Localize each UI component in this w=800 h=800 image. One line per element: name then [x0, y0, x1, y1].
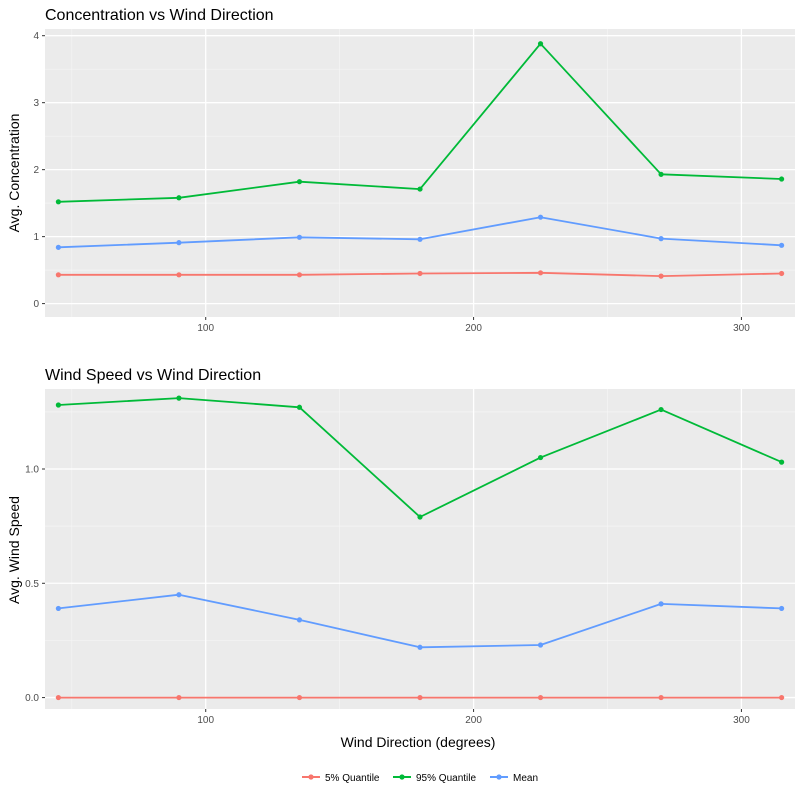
concentration-point-mean: [537, 214, 544, 220]
wind-speed-point-5pct-quantile: [55, 694, 61, 701]
legend-key-dot-mean: [496, 774, 502, 780]
wind-speed-point-mean: [296, 617, 303, 623]
concentration-y-tick-label: 0: [33, 299, 39, 310]
wind-speed-point-mean: [176, 592, 182, 598]
concentration-series-mean: [55, 214, 785, 250]
legend-item-95pct-quantile: 95% Quantile: [393, 773, 476, 784]
legend: 5% Quantile 95% Quantile Mean: [302, 773, 538, 784]
concentration-x-tick-label: 300: [733, 323, 750, 334]
wind-speed-series-mean: [55, 592, 785, 650]
wind-speed-point-95pct-quantile: [176, 395, 182, 401]
concentration-point-95pct-quantile: [296, 179, 303, 185]
concentration-plot-background: [45, 29, 795, 317]
wind-speed-chart-title: Wind Speed vs Wind Direction: [45, 367, 261, 384]
concentration-point-95pct-quantile: [417, 186, 423, 192]
concentration-point-mean: [296, 234, 303, 240]
concentration-point-95pct-quantile: [779, 176, 785, 182]
wind-speed-point-mean: [779, 605, 785, 612]
concentration-point-5pct-quantile: [779, 270, 785, 277]
wind-speed-point-5pct-quantile: [537, 694, 544, 701]
concentration-point-5pct-quantile: [176, 272, 182, 278]
concentration-point-5pct-quantile: [658, 273, 664, 279]
concentration-series-5pct-quantile: [55, 270, 785, 279]
legend-item-mean: Mean: [490, 773, 538, 784]
wind-speed-point-95pct-quantile: [417, 514, 423, 520]
wind-speed-point-5pct-quantile: [417, 694, 423, 701]
concentration-point-5pct-quantile: [296, 272, 303, 278]
concentration-chart-title: Concentration vs Wind Direction: [45, 7, 274, 24]
legend-item-5pct-quantile: 5% Quantile: [302, 773, 380, 784]
wind-speed-point-5pct-quantile: [779, 694, 785, 701]
wind-speed-y-tick-label: 0.5: [25, 579, 39, 590]
wind-speed-point-95pct-quantile: [55, 402, 61, 408]
wind-speed-point-95pct-quantile: [537, 454, 544, 461]
wind-speed-x-tick-label: 100: [197, 715, 214, 726]
wind-speed-y-tick-label: 1.0: [25, 465, 39, 476]
concentration-x-tick-label: 100: [197, 323, 214, 334]
concentration-y-tick-label: 1: [33, 232, 39, 243]
wind-speed-x-tick-label: 200: [465, 715, 482, 726]
concentration-point-mean: [658, 236, 664, 242]
legend-label-5pct-quantile: 5% Quantile: [325, 773, 380, 784]
wind-speed-point-95pct-quantile: [296, 404, 303, 410]
wind-speed-point-mean: [658, 601, 664, 607]
concentration-point-5pct-quantile: [417, 270, 423, 277]
concentration-y-tick-label: 3: [33, 98, 39, 109]
concentration-point-mean: [779, 242, 785, 248]
concentration-point-95pct-quantile: [537, 41, 544, 47]
wind-speed-x-axis-title: Wind Direction (degrees): [341, 734, 496, 750]
concentration-point-mean: [55, 244, 61, 250]
concentration-y-axis-title: Avg. Concentration: [6, 114, 22, 233]
wind-speed-series-95pct-quantile: [55, 395, 785, 520]
legend-label-95pct-quantile: 95% Quantile: [416, 773, 476, 784]
wind-speed-series-5pct-quantile: [55, 694, 785, 701]
wind-speed-point-mean: [537, 642, 544, 648]
concentration-y-tick-label: 2: [33, 165, 39, 176]
wind-speed-point-5pct-quantile: [296, 694, 303, 701]
concentration-point-5pct-quantile: [537, 270, 544, 276]
wind-speed-chart: 0.0 0.5 1.0 100 200 300 Wind Speed vs Wind Di…: [6, 367, 795, 750]
concentration-series-95pct-quantile: [55, 41, 785, 205]
concentration-point-95pct-quantile: [658, 171, 664, 177]
wind-speed-plot-background: [45, 389, 795, 709]
concentration-point-95pct-quantile: [176, 195, 182, 201]
concentration-chart: 0 1 2 3 4 100 200 300 Concentration vs Wind Dir…: [6, 7, 795, 334]
wind-speed-point-95pct-quantile: [779, 459, 785, 465]
wind-speed-y-axis-title: Avg. Wind Speed: [6, 496, 22, 604]
concentration-point-95pct-quantile: [55, 199, 61, 205]
wind-speed-y-tick-label: 0.0: [25, 693, 39, 704]
wind-speed-point-95pct-quantile: [658, 406, 664, 413]
concentration-x-tick-label: 200: [465, 323, 482, 334]
concentration-point-mean: [176, 240, 182, 246]
wind-speed-point-mean: [417, 644, 423, 650]
concentration-y-tick-label: 4: [33, 31, 39, 42]
concentration-point-5pct-quantile: [55, 272, 61, 278]
wind-speed-point-5pct-quantile: [176, 694, 182, 701]
wind-speed-point-5pct-quantile: [658, 694, 664, 701]
wind-speed-point-mean: [55, 605, 61, 612]
legend-label-mean: Mean: [513, 773, 538, 784]
legend-key-dot-5pct-quantile: [308, 774, 314, 780]
wind-speed-x-tick-label: 300: [733, 715, 750, 726]
legend-key-dot-95pct-quantile: [399, 774, 405, 780]
concentration-point-mean: [417, 236, 423, 242]
